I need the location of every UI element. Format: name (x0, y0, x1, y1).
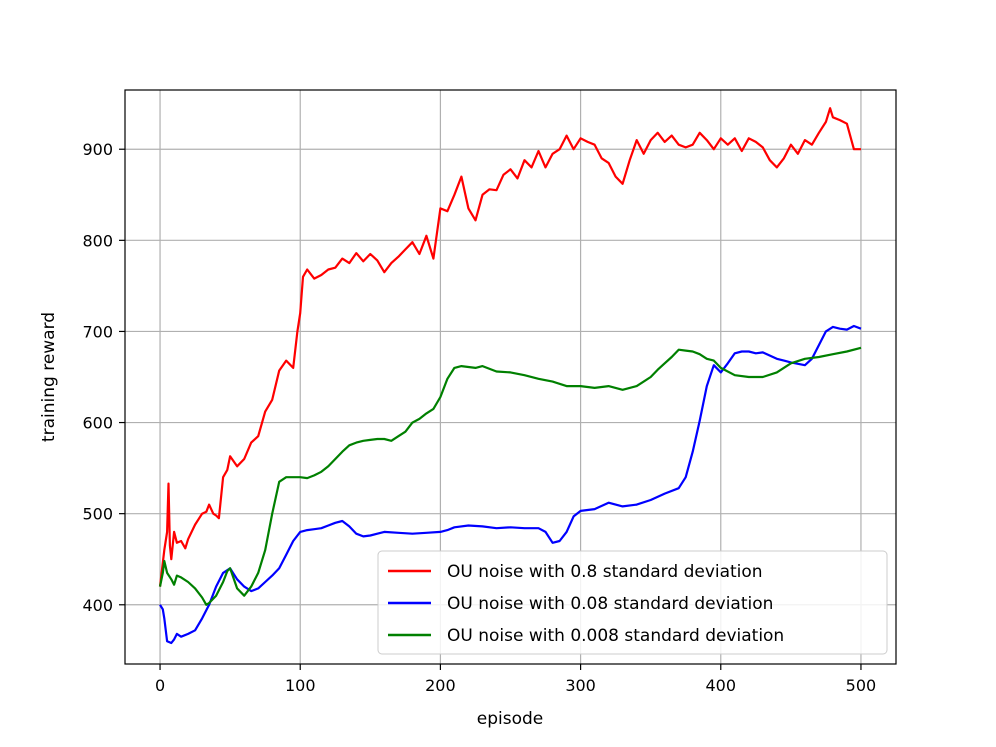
x-tick-label: 500 (846, 676, 877, 695)
legend-label: OU noise with 0.8 standard deviation (447, 562, 763, 582)
y-tick-label: 900 (82, 140, 113, 159)
legend: OU noise with 0.8 standard deviation OU n… (377, 550, 888, 655)
x-tick-label: 100 (285, 676, 316, 695)
legend-label: OU noise with 0.08 standard deviation (447, 594, 773, 614)
x-axis-label: episode (477, 709, 543, 729)
y-axis-label: training reward (39, 312, 59, 442)
legend-box (377, 550, 888, 655)
y-tick-label: 500 (82, 505, 113, 524)
y-tick-label: 600 (82, 414, 113, 433)
series-line-1 (158, 107, 861, 587)
x-tick-label: 300 (565, 676, 596, 695)
x-tick-label: 400 (705, 676, 736, 695)
y-tick-label: 400 (82, 596, 113, 615)
y-tick-label: 800 (82, 231, 113, 250)
series-layer (158, 107, 862, 645)
y-tick-label: 700 (82, 322, 113, 341)
axis-ticks: 0 100 200 300 400 500 400 500 600 700 800 900 (82, 140, 876, 695)
series-line-3 (158, 346, 862, 606)
x-tick-label: 200 (425, 676, 456, 695)
legend-label: OU noise with 0.008 standard deviation (447, 626, 784, 646)
grid-lines (125, 90, 896, 664)
x-tick-label: 0 (155, 676, 165, 695)
plot-frame (124, 89, 897, 665)
